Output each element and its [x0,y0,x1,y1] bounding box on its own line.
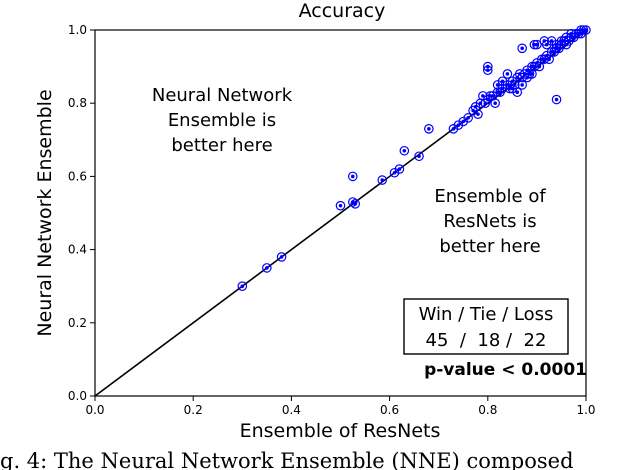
data-point [394,164,405,174]
y-tick-label: 0.4 [68,243,87,257]
x-tick-label: 0.0 [85,403,104,417]
y-tick-label: 0.0 [68,389,87,403]
data-point [473,109,483,119]
data-point [517,80,527,90]
data-point [347,171,358,182]
data-point [556,36,567,46]
data-point [490,98,500,108]
data-point [551,94,562,105]
p-value-label: p-value < 0.0001 [424,360,587,380]
figure-caption: g. 4: The Neural Network Ensemble (NNE) … [0,449,574,470]
data-point [424,124,434,134]
x-tick-label: 0.4 [282,403,301,417]
y-tick-label: 0.6 [68,169,87,183]
x-tick-label: 0.8 [478,403,497,417]
x-tick-label: 0.2 [184,403,203,417]
data-point [237,281,248,291]
data-points [237,25,591,291]
data-point [414,151,424,162]
data-point [482,65,493,76]
data-point [463,113,473,123]
annotation-resnets-better-line2: ResNets is [443,211,536,232]
data-point [512,87,523,98]
data-point [517,43,527,54]
y-tick-label: 0.2 [68,316,87,330]
data-point [497,76,508,87]
annotation-resnets-better-line1: Ensemble of [434,186,546,207]
data-point [276,252,287,262]
annotation-nne-better-line2: Ensemble is [168,110,276,131]
data-point [350,199,361,209]
data-point [527,69,537,79]
data-point [377,175,388,185]
plot-frame [94,29,587,397]
y-axis-label: Neural Network Ensemble [34,89,56,336]
data-point [335,200,346,211]
win-tie-loss-box [403,298,569,355]
x-tick-label: 1.0 [576,403,595,417]
annotation-nne-better-line1: Neural Network [152,85,293,106]
x-axis-label: Ensemble of ResNets [240,420,441,442]
data-point [262,263,272,273]
win-tie-loss-values: 45 / 18 / 22 [426,330,547,351]
data-point [502,69,513,79]
y-axis-ticks: 0.0 0.2 0.4 0.6 0.8 1.0 [68,23,95,403]
data-point [546,36,557,46]
x-axis-ticks: 0.0 0.2 0.4 0.6 0.8 1.0 [85,396,596,417]
annotation-nne-better-line3: better here [171,135,272,156]
data-point [399,145,410,156]
chart-title: Accuracy [299,0,386,22]
data-point [532,39,542,50]
y-tick-label: 1.0 [68,23,87,37]
y-tick-label: 0.8 [68,96,87,110]
data-point [576,25,586,35]
win-tie-loss-header: Win / Tie / Loss [419,304,554,325]
x-tick-label: 0.6 [380,403,399,417]
annotation-resnets-better-line3: better here [439,236,540,257]
